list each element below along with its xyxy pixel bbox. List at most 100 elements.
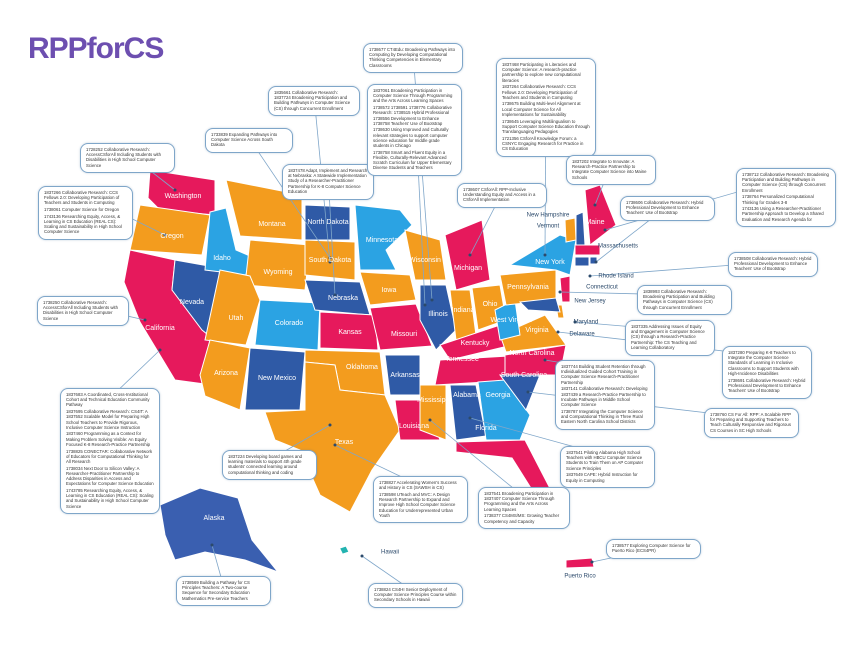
state-shape bbox=[477, 379, 531, 441]
state-label: West Virginia bbox=[491, 317, 532, 324]
state-shape bbox=[204, 269, 261, 346]
award-entry: 1738691 Collaborative Research: Hybrid P… bbox=[728, 377, 806, 393]
state-label: Wyoming bbox=[263, 269, 292, 276]
leader-dot bbox=[173, 188, 177, 192]
state-label: Kentucky bbox=[461, 340, 490, 347]
award-entry: 1738577 Exploring Computer Science for P… bbox=[612, 543, 691, 554]
state-label: Colorado bbox=[275, 320, 304, 327]
award-entry: 1837541 Broadening Participation in 1837… bbox=[484, 491, 555, 512]
award-entry: 1738645 Leveraging Multilingualism to Su… bbox=[502, 118, 590, 134]
callout-box: 1738250 Collaborative Research: AccessCS… bbox=[37, 296, 129, 327]
award-entry: 1733839 Expanding Pathways into Computer… bbox=[211, 132, 278, 148]
leader-dot bbox=[143, 318, 147, 322]
state-shape bbox=[304, 204, 351, 241]
logo: RPPforCS bbox=[28, 32, 164, 65]
state-label: Mississippi bbox=[417, 397, 451, 404]
award-entry: 1738630 Using Improved and Culturally re… bbox=[373, 127, 449, 149]
leader-dot bbox=[333, 293, 337, 297]
award-entry: 1837280 Preparing K-8 Teachers to Integr… bbox=[728, 350, 799, 376]
leader-dot bbox=[430, 298, 434, 302]
award-entry: 1837744 Building Student Retention throu… bbox=[561, 364, 646, 385]
state-label: Nebraska bbox=[328, 295, 358, 302]
award-entry: 1837264 Collaborative Research: CCS Fell… bbox=[502, 84, 578, 100]
leader-dot bbox=[526, 390, 530, 394]
leader-dot bbox=[573, 320, 577, 324]
leader-dot bbox=[588, 274, 592, 278]
callout-box: 1738760 CS For All: RPP: A Scalable RPP … bbox=[704, 408, 799, 439]
leader-dot bbox=[593, 203, 597, 207]
state-shape bbox=[559, 275, 571, 303]
state-label: Hawaii bbox=[381, 550, 399, 556]
state-shape bbox=[319, 311, 379, 351]
leader-dot bbox=[328, 423, 332, 427]
callout-box: 1838993 Collaborative Research: Broadeni… bbox=[637, 285, 732, 316]
award-entry: 1738572 1738591 1738776 Collaborative Re… bbox=[373, 105, 452, 126]
callout-box: 1738508 Collaborative Research: Hybrid P… bbox=[728, 252, 818, 278]
award-entry: 1738760 CS For All: RPP: A Scalable RPP … bbox=[710, 412, 791, 433]
callout-box: 1837744 Building Student Retention throu… bbox=[555, 360, 655, 430]
state-label: Oregon bbox=[160, 233, 183, 240]
state-shape bbox=[354, 204, 413, 271]
callout-box: 1837202 Integrate to Innovate: A Researc… bbox=[566, 155, 656, 186]
award-entry: 1837541 Piloting Alabama High School Tea… bbox=[566, 450, 644, 471]
state-label: Florida bbox=[475, 425, 497, 432]
callout-box: 1738607 CSforAll: RPP-Inclusive Understa… bbox=[457, 183, 547, 209]
leader-dot bbox=[468, 416, 472, 420]
award-entry: 1738598 UTeach and MVC: A Design Researc… bbox=[379, 491, 456, 518]
award-entry: 1738061 Computer Science for Oregon bbox=[44, 207, 120, 213]
award-entry: 1728252 Collaborative Research: AccessCS… bbox=[86, 147, 161, 168]
state-shape bbox=[575, 211, 586, 246]
state-label: Kansas bbox=[338, 329, 362, 336]
callout-box: 1837541 Broadening Participation in 1837… bbox=[478, 487, 570, 530]
award-entry: 1738606 Collaborative Research: Hybrid P… bbox=[626, 200, 704, 216]
state-label: Alabama bbox=[453, 392, 481, 399]
award-entry: 1837460 Programming as a Context for Mak… bbox=[66, 431, 151, 447]
state-label: Montana bbox=[258, 221, 285, 228]
state-label: South Carolina bbox=[501, 372, 547, 379]
award-entry: 1837478 Adapt, Implement and Research at… bbox=[288, 168, 368, 194]
state-label: Georgia bbox=[486, 392, 511, 399]
callout-box: 1837478 Adapt, Implement and Research at… bbox=[282, 164, 374, 200]
state-label: Nevada bbox=[180, 299, 204, 306]
callout-box: 1738824 CS4HI Senior Deployment of Compu… bbox=[368, 583, 463, 609]
state-shape bbox=[518, 297, 561, 313]
state-label: Maryland bbox=[574, 320, 599, 326]
award-entry: 1738569 Building a Pathway for CS Princi… bbox=[182, 580, 250, 601]
state-label: Louisiana bbox=[399, 423, 429, 430]
state-label: Utah bbox=[229, 315, 244, 322]
state-label: Pennsylvania bbox=[507, 284, 549, 291]
state-label: Puerto Rico bbox=[564, 574, 596, 580]
state-shape bbox=[129, 204, 211, 256]
leader-dot bbox=[360, 554, 364, 558]
callout-box: 1837224 Developing board games and learn… bbox=[222, 450, 317, 481]
state-shape bbox=[499, 314, 567, 353]
award-entry: 1837266 Collaborative Research: CCS Fell… bbox=[44, 190, 120, 206]
state-label: New Hampshire bbox=[527, 213, 570, 219]
state-label: Missouri bbox=[391, 331, 418, 338]
award-entry: 1743136 Using a Researcher-Practitioner … bbox=[742, 206, 824, 222]
state-labels: Washington Oregon California Nevada Idaho Mon… bbox=[145, 193, 638, 580]
state-label: Ohio bbox=[483, 301, 498, 308]
award-entry: 1738712 Collaborative Research: Broadeni… bbox=[742, 172, 829, 193]
state-label: Indiana bbox=[452, 307, 475, 314]
state-shape bbox=[574, 256, 590, 267]
state-shape bbox=[564, 217, 577, 243]
state-shape bbox=[565, 557, 595, 569]
state-label: Oklahoma bbox=[346, 364, 378, 371]
award-entry: 1837202 Integrate to Innovate: A Researc… bbox=[572, 159, 647, 180]
award-entry: 1738675 Building Multi-level Alignment a… bbox=[502, 101, 581, 117]
state-shape bbox=[159, 487, 280, 574]
state-label: North Carolina bbox=[509, 350, 554, 357]
leader-dot bbox=[428, 418, 432, 422]
state-label: Michigan bbox=[454, 265, 482, 272]
states bbox=[123, 169, 617, 574]
award-entry: 1738827 Accelerating Women's Success and… bbox=[379, 480, 457, 491]
state-label: Maine bbox=[585, 219, 604, 226]
state-shape bbox=[419, 384, 447, 441]
award-entry: 1738377 CS4MS/MS: Growing Teacher Compet… bbox=[484, 513, 560, 524]
award-entry: 1837335 Addressing Issues of Equity and … bbox=[631, 324, 705, 350]
award-entry: 1738508 Collaborative Research: Hybrid P… bbox=[734, 256, 812, 272]
award-entry: 1738677 CT4Edu: Broadening Pathways into… bbox=[369, 47, 455, 68]
